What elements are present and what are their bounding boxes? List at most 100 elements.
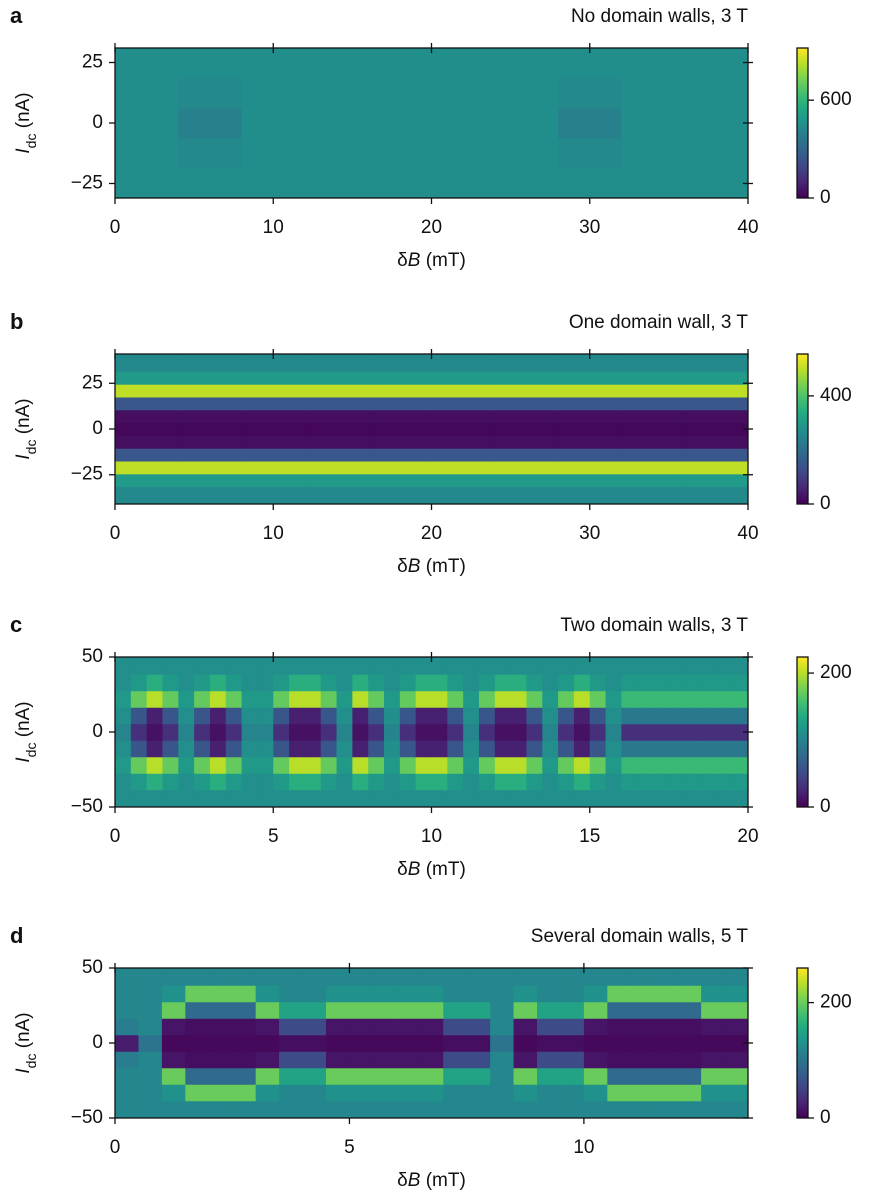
heatmap-cell [716,707,733,725]
heatmap-cell [573,773,591,791]
heatmap-cell [326,1001,350,1019]
heatmap-cell [232,985,257,1003]
heatmap-cell [668,674,686,692]
heatmap-cell [443,1051,468,1069]
x-tick-label: 20 [421,523,442,544]
x-tick-label: 30 [579,523,600,544]
heatmap-cell [208,1018,233,1036]
heatmap-cell [583,1001,608,1019]
heatmap-cell [431,422,496,436]
heatmap-cell [607,1100,632,1119]
heatmap-cell [185,1001,210,1019]
heatmap-cell [732,690,749,708]
heatmap-cell [257,674,274,692]
heatmap-cell [654,1067,679,1085]
heatmap-cell [279,1001,304,1019]
heatmap-cell [607,985,632,1003]
heatmap-cell [654,985,679,1003]
heatmap-cell [431,384,496,398]
heatmap-cell [115,409,179,424]
heatmap-cell [289,674,306,692]
heatmap-cell [463,723,480,741]
heatmap-cell [241,461,306,475]
heatmap-cell [336,756,353,774]
x-label-part: δ [397,1170,408,1191]
heatmap-cell [684,48,749,79]
heatmap-cell [273,773,290,791]
heatmap-cell [178,435,243,449]
heatmap-cell [257,756,274,774]
heatmap-cell [302,985,327,1003]
heatmap-cell [653,740,670,758]
heatmap-cell [352,773,369,791]
colorbar [796,47,809,199]
heatmap-cell [724,968,749,986]
heatmap-cell [701,985,726,1003]
x-tick-label: 0 [110,826,121,847]
heatmap-cell [542,723,559,741]
heatmap-cell [289,773,306,791]
heatmap-cell [372,1084,397,1102]
heatmap-cell [368,657,385,675]
heatmap-cell [396,1001,421,1019]
panel-title: No domain walls, 3 T [571,6,748,27]
heatmap-cell [654,1100,679,1119]
heatmap-cell [558,674,575,692]
heatmap-cell [431,396,496,411]
heatmap-cell [241,384,306,398]
heatmap-cell [138,985,163,1003]
heatmap-cell [560,1034,585,1052]
heatmap-cell [701,1051,726,1069]
heatmap-cell [161,1001,186,1019]
heatmap-cell [684,789,702,808]
heatmap-cell [621,473,686,488]
heatmap-cell [513,1084,538,1102]
heatmap-cell [558,690,575,708]
heatmap-cell [185,1034,210,1052]
heatmap-cell [490,1018,515,1036]
heatmap-cell [447,723,464,741]
heatmap-cell [494,448,559,462]
heatmap-cell [621,354,686,372]
heatmap-cell [138,1067,163,1085]
heatmap-cell [336,789,353,808]
heatmap-cell [302,1100,327,1119]
heatmap-cell [724,1018,749,1036]
heatmap-cell [115,1001,139,1019]
heatmap-cell [115,1051,139,1069]
x-tick-label: 0 [110,523,121,544]
heatmap-cell [162,773,179,791]
y-axis-label: Idc (nA) [13,1012,39,1073]
x-tick-label: 0 [110,1137,121,1158]
heatmap-cell [279,985,304,1003]
heatmap-cell [431,48,496,79]
heatmap-cell [194,657,211,675]
heatmap-cell [443,1018,468,1036]
heatmap-cell [558,657,575,675]
heatmap-cell [560,1084,585,1102]
heatmap-cell [494,396,559,411]
heatmap-cell [384,773,401,791]
heatmap-cell [399,756,417,774]
heatmap-cell [526,723,543,741]
heatmap-cell [583,1051,608,1069]
heatmap-cell [415,674,432,692]
heatmap-cell [161,1018,186,1036]
heatmap-cell [208,968,233,986]
heatmap-cell [513,968,538,986]
heatmap-cell [415,690,432,708]
heatmap-cell [178,657,195,675]
heatmap-cell [419,1067,444,1085]
x-label-part: (mT) [420,859,465,880]
heatmap-cell [466,1067,491,1085]
heatmap-cell [537,1084,561,1102]
heatmap-cell [494,690,512,708]
heatmap-cell [209,773,227,791]
heatmap-cell [526,674,543,692]
heatmap-cell [605,657,622,675]
heatmap-cell [289,789,306,808]
heatmap-cell [653,789,670,808]
heatmap-cell [255,1034,280,1052]
heatmap-cell [178,674,195,692]
heatmap-cell [146,773,163,791]
